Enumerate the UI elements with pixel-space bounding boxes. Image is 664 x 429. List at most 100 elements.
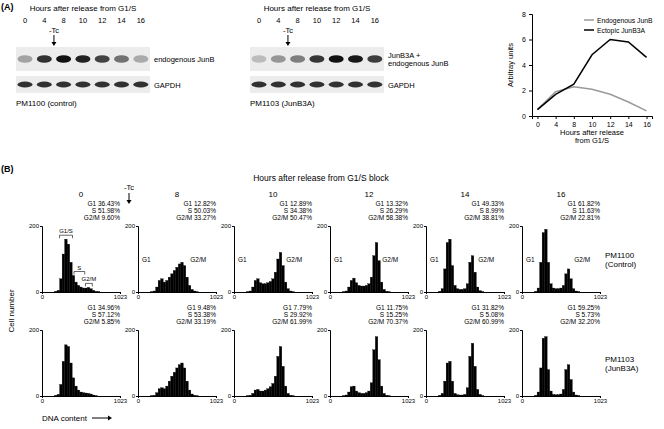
bar — [572, 289, 575, 292]
tick-label: 0 — [324, 393, 328, 399]
tick: 200 — [125, 223, 138, 229]
bar — [585, 292, 588, 293]
phase-percent: S 5.08% — [479, 311, 504, 318]
bar — [239, 292, 242, 293]
tick-mark — [529, 14, 532, 15]
histogram: 01023020014G1 49.33%S 8.99%G2/M 38.81%G1… — [413, 190, 512, 300]
tick-label: 1023 — [210, 294, 224, 300]
bar — [489, 292, 492, 293]
axis-line — [232, 331, 235, 397]
tick: 0 — [137, 396, 141, 404]
bar — [95, 291, 98, 292]
bar — [451, 381, 454, 396]
bar — [279, 252, 282, 292]
bar — [464, 394, 467, 396]
bar — [368, 284, 371, 292]
tick-label: 200 — [317, 327, 328, 333]
row-label: PM1103(JunB3A) — [605, 355, 639, 373]
lane-label: 8 — [296, 16, 300, 25]
bar — [299, 396, 302, 397]
bar — [567, 269, 570, 292]
bar — [479, 291, 482, 292]
axis-line — [328, 331, 331, 397]
y-axis: 0200 — [221, 327, 235, 399]
y-axis: 0 200 — [317, 327, 331, 399]
tick: 1023 — [402, 292, 416, 300]
tick-label: 200 — [413, 223, 424, 229]
bar — [307, 396, 310, 397]
tick: 0 — [521, 292, 525, 300]
x-axis: 04810121416 — [533, 116, 653, 128]
bar — [67, 244, 70, 292]
phase-percent: S 8.99% — [479, 207, 504, 214]
bar — [249, 291, 252, 292]
axis-line — [427, 397, 505, 399]
tick-mark — [136, 292, 138, 293]
x-axis: 01023 — [137, 292, 224, 300]
x-axis-title: DNA content — [42, 414, 88, 423]
bar — [82, 288, 85, 292]
bar — [395, 396, 398, 397]
legend-swatch — [584, 19, 594, 21]
lane-label: 14 — [351, 16, 359, 25]
x-axis: 01023 — [137, 396, 224, 404]
lane-label: 10 — [313, 16, 321, 25]
band — [56, 82, 71, 88]
tick: 10 — [589, 116, 597, 128]
phase-percent: G2/M 32.20% — [560, 318, 600, 325]
bar — [496, 292, 499, 293]
axis-line — [235, 293, 313, 295]
bar — [370, 383, 373, 396]
tick: 8 — [522, 11, 532, 18]
arrow-shaft — [92, 418, 108, 419]
bar — [302, 292, 305, 293]
tick: 1023 — [306, 396, 320, 404]
phase-percent: S 5.73% — [575, 311, 600, 318]
tick-label: 200 — [317, 223, 328, 229]
axis-line — [136, 227, 139, 293]
band — [329, 82, 344, 88]
bar — [434, 396, 437, 397]
bar — [491, 396, 494, 397]
bar — [365, 393, 368, 396]
text-line: from G1/S — [575, 136, 609, 145]
bar — [107, 396, 110, 397]
tick-mark — [537, 116, 538, 119]
bars — [55, 239, 100, 292]
bar — [577, 395, 580, 396]
bar — [340, 396, 343, 397]
tick-label: 0 — [233, 398, 237, 404]
bar — [262, 284, 265, 292]
bar — [198, 292, 201, 293]
time-label: 12 — [365, 190, 374, 199]
bar — [560, 394, 563, 396]
x-axis: 0 1023 — [521, 292, 608, 300]
bar — [294, 292, 297, 293]
tick: 0 — [425, 396, 429, 404]
bar — [340, 292, 343, 293]
band — [290, 55, 305, 63]
tick: 0 — [425, 292, 429, 300]
y-axis: 0200 — [125, 223, 139, 295]
bar — [264, 284, 267, 292]
phase-percent: G2/M 33.19% — [176, 318, 216, 325]
tick: 0 — [420, 289, 426, 295]
bar — [55, 291, 58, 292]
phase-percent: S 29.92% — [284, 311, 312, 318]
phase-percent: S 26.29% — [380, 207, 408, 214]
bar — [373, 350, 376, 396]
tick-label: 0 — [425, 294, 429, 300]
bar — [284, 386, 287, 396]
tick-label: 8 — [522, 11, 526, 18]
axis-line — [40, 331, 43, 397]
tick-label: 0 — [41, 294, 45, 300]
tick: 1023 — [114, 396, 128, 404]
flow-header: Hours after release from G1/S block — [253, 173, 389, 183]
axis-line — [43, 397, 121, 399]
bar — [474, 366, 477, 396]
bar — [112, 292, 115, 293]
text-line: endogenous JunB — [154, 55, 214, 64]
bar — [95, 395, 98, 396]
bar — [333, 292, 336, 293]
tick: 1023 — [594, 292, 608, 300]
